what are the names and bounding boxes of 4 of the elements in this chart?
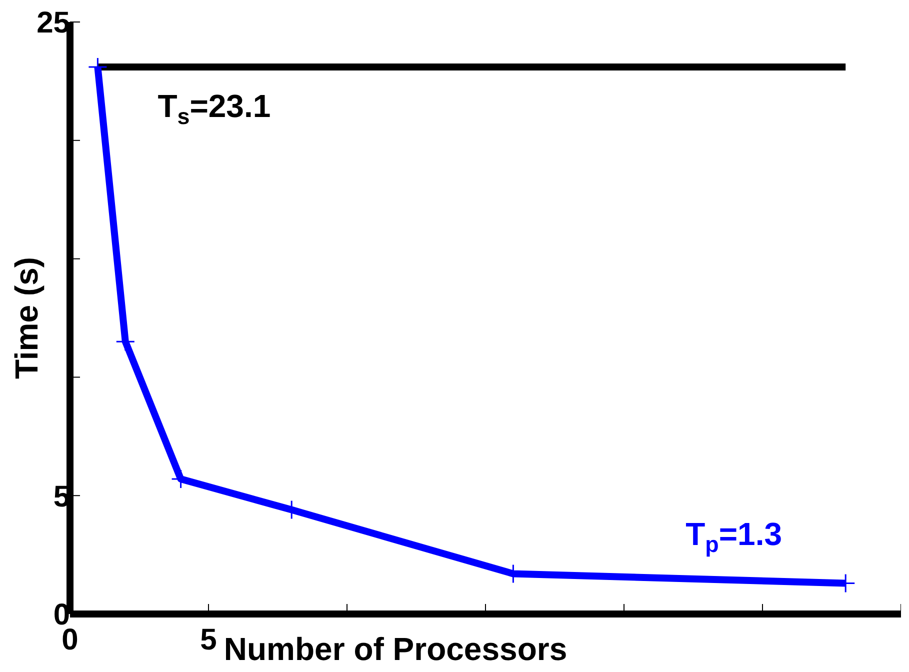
y-axis-title: Time (s) [8, 256, 44, 380]
x-axis-title: Number of Processors [224, 631, 568, 667]
annotation: T$_{p}$=1.3 [686, 516, 782, 557]
annotation: T$_{s}$=23.1 [158, 88, 271, 129]
